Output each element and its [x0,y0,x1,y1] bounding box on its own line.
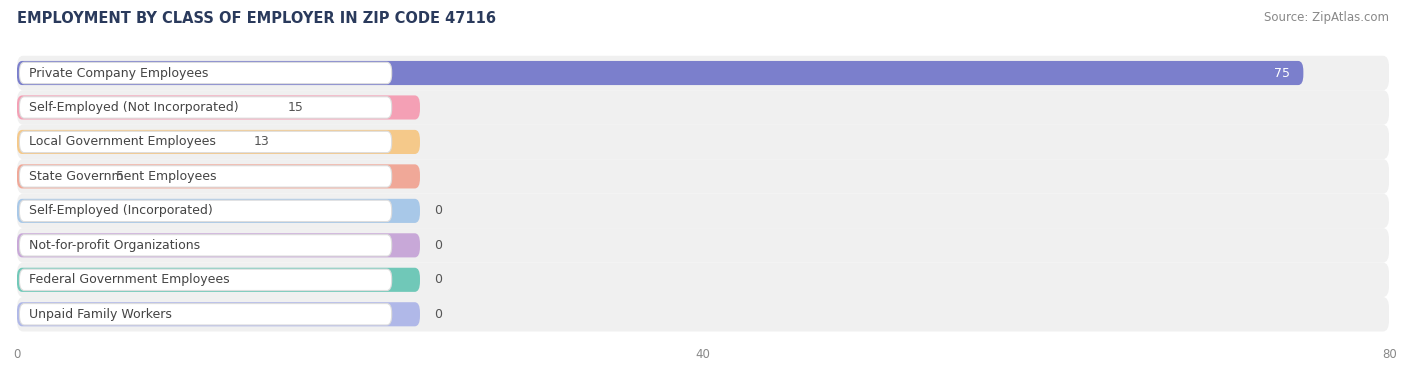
Text: Private Company Employees: Private Company Employees [30,67,208,79]
FancyBboxPatch shape [20,235,392,256]
FancyBboxPatch shape [17,233,420,258]
FancyBboxPatch shape [17,228,1389,262]
FancyBboxPatch shape [17,61,1303,85]
FancyBboxPatch shape [20,97,392,118]
Text: Local Government Employees: Local Government Employees [30,135,215,149]
FancyBboxPatch shape [17,56,1389,90]
Text: Not-for-profit Organizations: Not-for-profit Organizations [30,239,200,252]
Text: 75: 75 [1274,67,1289,79]
Text: Unpaid Family Workers: Unpaid Family Workers [30,308,172,321]
Text: Self-Employed (Not Incorporated): Self-Employed (Not Incorporated) [30,101,239,114]
Text: 0: 0 [433,273,441,286]
FancyBboxPatch shape [20,200,392,221]
FancyBboxPatch shape [20,303,392,325]
Text: 0: 0 [433,239,441,252]
Text: Source: ZipAtlas.com: Source: ZipAtlas.com [1264,11,1389,24]
FancyBboxPatch shape [20,269,392,291]
FancyBboxPatch shape [17,297,1389,332]
FancyBboxPatch shape [17,262,1389,297]
FancyBboxPatch shape [17,302,420,326]
FancyBboxPatch shape [20,166,392,187]
FancyBboxPatch shape [17,268,420,292]
Text: 0: 0 [433,308,441,321]
Text: EMPLOYMENT BY CLASS OF EMPLOYER IN ZIP CODE 47116: EMPLOYMENT BY CLASS OF EMPLOYER IN ZIP C… [17,11,496,26]
Text: State Government Employees: State Government Employees [30,170,217,183]
Text: 15: 15 [288,101,304,114]
Text: Self-Employed (Incorporated): Self-Employed (Incorporated) [30,205,212,217]
FancyBboxPatch shape [20,62,392,84]
FancyBboxPatch shape [17,199,420,223]
FancyBboxPatch shape [17,164,420,188]
FancyBboxPatch shape [17,159,1389,194]
FancyBboxPatch shape [17,130,420,154]
Text: 0: 0 [433,205,441,217]
Text: Federal Government Employees: Federal Government Employees [30,273,229,286]
Text: 5: 5 [117,170,124,183]
FancyBboxPatch shape [17,125,1389,159]
FancyBboxPatch shape [17,90,1389,125]
Text: 13: 13 [253,135,270,149]
FancyBboxPatch shape [17,96,420,120]
FancyBboxPatch shape [17,194,1389,228]
FancyBboxPatch shape [20,131,392,153]
